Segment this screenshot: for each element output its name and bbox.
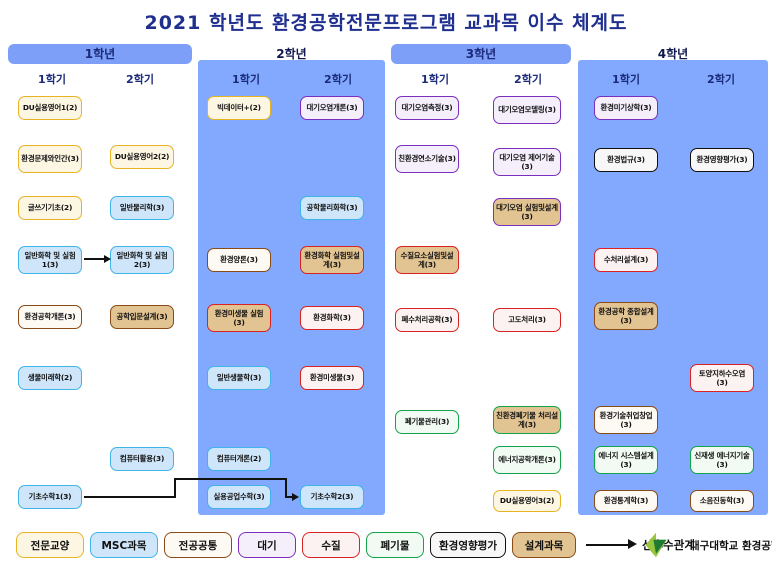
course-box-y4s1-6[interactable]: 에너지 시스템설계(3) bbox=[594, 446, 658, 474]
course-box-y3s2-5[interactable]: 친환경폐기물 처리설계(3) bbox=[493, 406, 561, 434]
course-box-y4s2-3[interactable]: 신재생 에너지기술(3) bbox=[690, 446, 754, 474]
legend-item-4[interactable]: 수질 bbox=[302, 532, 360, 558]
legend-item-7[interactable]: 설계과목 bbox=[512, 532, 576, 558]
wire-chem-h bbox=[84, 258, 108, 260]
course-box-y1s2-4[interactable]: 공학입문설계(3) bbox=[110, 305, 174, 329]
course-box-y2s2-1[interactable]: 대기오염개론(3) bbox=[300, 96, 364, 120]
year-band-4: 4학년 bbox=[657, 47, 689, 61]
legend-arrow-line bbox=[586, 544, 630, 546]
year-panel-4 bbox=[578, 60, 768, 515]
course-box-y1s2-3[interactable]: 일반화학 및 실험2(3) bbox=[110, 246, 174, 274]
course-box-y4s2-1[interactable]: 환경영향평가(3) bbox=[690, 148, 754, 172]
course-box-y3s1-1[interactable]: 대기오염측정(3) bbox=[395, 96, 459, 120]
course-box-y2s1-6[interactable]: 실용공업수학(3) bbox=[207, 485, 271, 509]
course-box-y4s1-2[interactable]: 환경법규(3) bbox=[594, 148, 658, 172]
arrow-math bbox=[292, 493, 299, 501]
course-box-y1s1-7[interactable]: 기초수학1(3) bbox=[18, 485, 82, 509]
course-box-y4s2-2[interactable]: 토양지하수오염 (3) bbox=[690, 364, 754, 392]
course-box-y2s2-6[interactable]: 기초수학2(3) bbox=[300, 485, 364, 509]
semester-label-y1-s1: 1학기 bbox=[38, 73, 66, 86]
course-box-y4s1-5[interactable]: 환경기술취업창업(3) bbox=[594, 406, 658, 434]
course-box-y2s1-1[interactable]: 빅데이터+(2) bbox=[207, 96, 271, 120]
course-box-y3s1-2[interactable]: 친환경연소기술(3) bbox=[395, 145, 459, 173]
university-logo-icon bbox=[645, 532, 667, 558]
course-box-y2s2-2[interactable]: 공학물리화학(3) bbox=[300, 196, 364, 220]
course-box-y2s2-3[interactable]: 환경화학 실험및설계(3) bbox=[300, 246, 364, 274]
legend-arrow-head bbox=[628, 539, 637, 549]
semester-label-y1-s2: 2학기 bbox=[126, 73, 154, 86]
course-box-y3s2-6[interactable]: 에너지공학개론(3) bbox=[493, 446, 561, 474]
wire-math-h1 bbox=[84, 496, 176, 498]
course-box-y3s2-2[interactable]: 대기오염 제어기술(3) bbox=[493, 148, 561, 176]
wire-math-h2 bbox=[174, 478, 287, 480]
course-box-y1s2-5[interactable]: 컴퓨터활용(3) bbox=[110, 447, 174, 471]
semester-label-y3-s2: 2학기 bbox=[514, 73, 542, 86]
course-box-y1s1-5[interactable]: 환경공학개론(3) bbox=[18, 305, 82, 329]
course-box-y1s2-2[interactable]: 일반물리학(3) bbox=[110, 196, 174, 220]
course-box-y2s2-5[interactable]: 환경미생물(3) bbox=[300, 366, 364, 390]
course-box-y3s2-7[interactable]: DU실용영어3(2) bbox=[493, 490, 561, 512]
legend-item-1[interactable]: MSC과목 bbox=[90, 532, 158, 558]
semester-label-y2-s1: 1학기 bbox=[232, 73, 260, 86]
year-panel-2 bbox=[198, 60, 385, 515]
course-box-y3s2-1[interactable]: 대기오염모델링(3) bbox=[493, 96, 561, 124]
wire-math-v1 bbox=[174, 478, 176, 498]
course-box-y1s1-4[interactable]: 일반화학 및 실험1(3) bbox=[18, 246, 82, 274]
course-box-y4s1-7[interactable]: 환경통계학(3) bbox=[594, 490, 658, 512]
course-box-y4s1-1[interactable]: 환경미기상학(3) bbox=[594, 96, 658, 120]
legend-item-5[interactable]: 폐기물 bbox=[366, 532, 424, 558]
course-box-y3s1-5[interactable]: 폐기물관리(3) bbox=[395, 410, 459, 434]
course-box-y3s1-4[interactable]: 폐수처리공학(3) bbox=[395, 308, 459, 332]
legend-item-3[interactable]: 대기 bbox=[238, 532, 296, 558]
semester-label-y3-s1: 1학기 bbox=[421, 73, 449, 86]
year-band-2: 2학년 bbox=[276, 47, 307, 61]
legend-item-0[interactable]: 전문교양 bbox=[16, 532, 84, 558]
course-box-y1s1-1[interactable]: DU실용영어1(2) bbox=[18, 96, 82, 120]
legend: 전문교양 MSC과목 전공공통 대기 수질 폐기물 환경영향평가 설계과목 선후수관계 대구대… bbox=[0, 528, 772, 568]
semester-label-y4-s1: 1학기 bbox=[612, 73, 640, 86]
course-box-y3s2-4[interactable]: 고도처리(3) bbox=[493, 308, 561, 332]
year-band-3: 3학년 bbox=[391, 44, 571, 64]
course-box-y2s1-4[interactable]: 일반생물학(3) bbox=[207, 366, 271, 390]
legend-item-6[interactable]: 환경영향평가 bbox=[430, 532, 506, 558]
course-box-y2s1-5[interactable]: 컴퓨터개론(2) bbox=[207, 447, 271, 471]
arrow-chem bbox=[104, 255, 111, 263]
course-box-y4s1-3[interactable]: 수처리설계(3) bbox=[594, 248, 658, 272]
course-box-y2s1-3[interactable]: 환경미생물 실험(3) bbox=[207, 304, 271, 332]
course-box-y4s1-4[interactable]: 환경공학 종합설계(3) bbox=[594, 302, 658, 330]
university-label: 대구대학교 환경공학과 bbox=[690, 540, 772, 552]
course-box-y3s1-3[interactable]: 수질요소실험및설계(3) bbox=[395, 246, 459, 274]
course-box-y1s2-1[interactable]: DU실용영어2(2) bbox=[110, 145, 174, 169]
course-box-y1s1-2[interactable]: 환경문제와인간(3) bbox=[18, 145, 82, 173]
wire-math-v2 bbox=[285, 478, 287, 497]
semester-label-y4-s2: 2학기 bbox=[707, 73, 735, 86]
course-box-y3s2-3[interactable]: 대기오염 실험및설계(3) bbox=[493, 198, 561, 226]
legend-item-2[interactable]: 전공공통 bbox=[164, 532, 232, 558]
course-box-y2s1-2[interactable]: 환경양론(3) bbox=[207, 248, 271, 272]
course-box-y2s2-4[interactable]: 환경화학(3) bbox=[300, 306, 364, 330]
course-box-y1s1-6[interactable]: 생물미래학(2) bbox=[18, 366, 82, 390]
page-title: 2021 학년도 환경공학전문프로그램 교과목 이수 체계도 bbox=[144, 12, 628, 34]
semester-label-y2-s2: 2학기 bbox=[324, 73, 352, 86]
year-band-1: 1학년 bbox=[8, 44, 192, 64]
course-box-y1s1-3[interactable]: 글쓰기기초(2) bbox=[18, 196, 82, 220]
wire-math-h3 bbox=[285, 496, 295, 498]
course-box-y4s2-4[interactable]: 소음진동학(3) bbox=[690, 490, 754, 512]
